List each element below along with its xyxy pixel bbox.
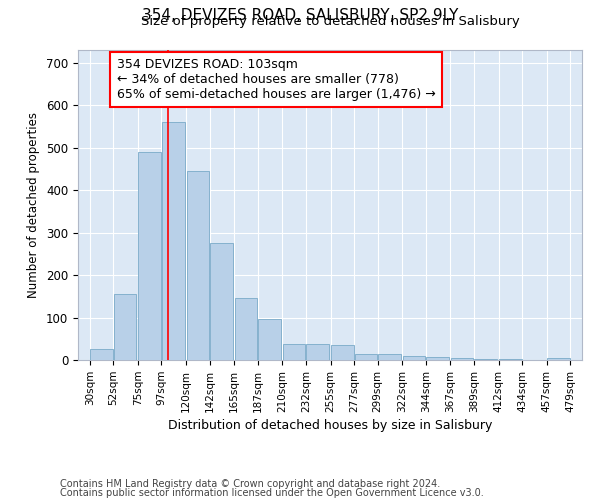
Bar: [547, 358, 570, 360]
Bar: [235, 298, 257, 360]
Text: Contains HM Land Registry data © Crown copyright and database right 2024.: Contains HM Land Registry data © Crown c…: [60, 479, 440, 489]
Bar: [114, 294, 136, 360]
Text: 354 DEVIZES ROAD: 103sqm
← 34% of detached houses are smaller (778)
65% of semi-: 354 DEVIZES ROAD: 103sqm ← 34% of detach…: [116, 58, 435, 101]
Bar: [403, 356, 425, 360]
Bar: [283, 344, 305, 360]
Bar: [331, 345, 353, 360]
Text: Contains public sector information licensed under the Open Government Licence v3: Contains public sector information licen…: [60, 488, 484, 498]
Bar: [378, 354, 401, 360]
Bar: [90, 350, 113, 360]
Bar: [307, 344, 329, 360]
Bar: [355, 354, 377, 360]
Bar: [139, 152, 161, 360]
Title: Size of property relative to detached houses in Salisbury: Size of property relative to detached ho…: [140, 15, 520, 28]
Bar: [187, 171, 209, 360]
Bar: [426, 356, 449, 360]
X-axis label: Distribution of detached houses by size in Salisbury: Distribution of detached houses by size …: [168, 419, 492, 432]
Bar: [210, 243, 233, 360]
Bar: [162, 122, 185, 360]
Bar: [451, 358, 473, 360]
Text: 354, DEVIZES ROAD, SALISBURY, SP2 9LY: 354, DEVIZES ROAD, SALISBURY, SP2 9LY: [142, 8, 458, 22]
Bar: [475, 358, 497, 360]
Y-axis label: Number of detached properties: Number of detached properties: [28, 112, 40, 298]
Bar: [499, 359, 521, 360]
Bar: [258, 319, 281, 360]
